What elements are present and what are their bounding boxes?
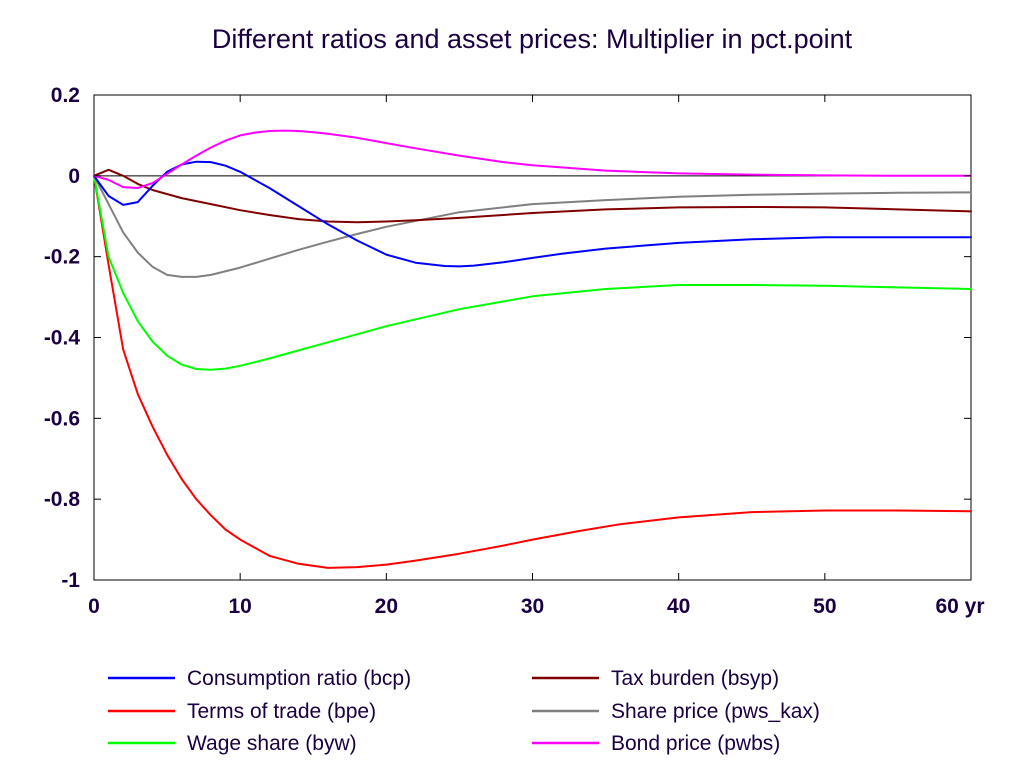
legend-label-3: Tax burden (bsyp) bbox=[611, 667, 779, 690]
series-line-0 bbox=[93, 160, 972, 268]
legend-label-1: Terms of trade (bpe) bbox=[187, 700, 376, 723]
x-tick-label: 50 bbox=[813, 595, 836, 618]
y-tick-label: -0.8 bbox=[44, 488, 81, 511]
y-tick-label: -0.6 bbox=[44, 407, 80, 430]
y-tick-label: -1 bbox=[61, 569, 80, 592]
chart-title: Different ratios and asset prices: Multi… bbox=[212, 24, 853, 54]
x-tick-label: 60 yr bbox=[935, 595, 984, 618]
legend-label-2: Wage share (byw) bbox=[187, 732, 357, 755]
series-line-3 bbox=[93, 168, 972, 224]
axes: 0.2 0 -0.2 -0.4 -0.6 -0.8 -1 0 10 20 30 40 50 60 yr bbox=[44, 84, 985, 618]
y-tick-label: 0 bbox=[68, 165, 80, 188]
x-tick-label: 20 bbox=[375, 595, 398, 618]
x-tick-label: 40 bbox=[667, 595, 690, 618]
y-tick-label: 0.2 bbox=[51, 84, 80, 107]
series-lines bbox=[93, 129, 972, 569]
legend-label-4: Share price (pws_kax) bbox=[611, 700, 820, 723]
x-tick-label: 0 bbox=[88, 595, 100, 618]
series-line-4 bbox=[93, 174, 972, 278]
x-tick-label: 10 bbox=[228, 595, 251, 618]
legend-label-5: Bond price (pwbs) bbox=[611, 732, 780, 755]
y-tick-label: -0.2 bbox=[44, 246, 80, 269]
series-line-1 bbox=[93, 174, 972, 569]
series-line-2 bbox=[93, 174, 972, 371]
legend: Consumption ratio (bcp) Terms of trade (b… bbox=[108, 667, 820, 755]
x-tick-label: 30 bbox=[521, 595, 544, 618]
y-tick-label: -0.4 bbox=[44, 327, 81, 350]
plot-frame bbox=[93, 94, 972, 581]
series-line-5 bbox=[93, 129, 972, 189]
legend-label-0: Consumption ratio (bcp) bbox=[187, 667, 411, 690]
